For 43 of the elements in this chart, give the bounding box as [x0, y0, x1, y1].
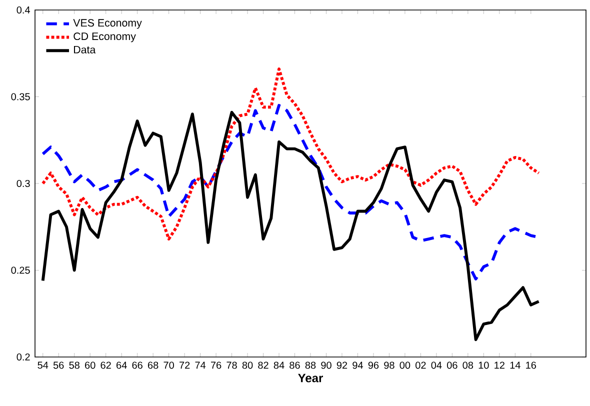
x-tick-label: 02 [416, 362, 426, 369]
x-tick-label: 12 [494, 362, 504, 369]
y-tick-label: 0.4 [16, 6, 30, 14]
y-tick-label: 0.2 [16, 353, 30, 361]
x-tick-label: 82 [258, 362, 268, 369]
x-tick-label: 76 [211, 362, 222, 369]
x-tick-label: 08 [462, 362, 474, 369]
x-tick-label: 80 [242, 362, 253, 369]
x-tick-label: 96 [368, 362, 379, 369]
x-tick-label: 14 [510, 362, 520, 369]
x-tick-label: 70 [164, 362, 174, 369]
x-tick-label: 62 [100, 362, 111, 369]
x-tick-label: 78 [226, 362, 237, 369]
x-tick-label: 06 [447, 362, 458, 369]
x-tick-label: 72 [180, 362, 190, 369]
y-tick-label: 0.3 [16, 180, 30, 188]
x-tick-label: 84 [274, 362, 284, 369]
y-tick-label: 0.35 [11, 93, 30, 100]
x-tick-label: 94 [352, 362, 363, 369]
x-tick-label: 74 [195, 362, 206, 369]
x-tick-label: 90 [321, 362, 332, 369]
x-tick-label: 60 [85, 362, 96, 369]
x-tick-label: 10 [478, 362, 489, 369]
x-tick-label: 64 [116, 362, 127, 369]
line-series [41, 68, 540, 240]
x-tick-label: 66 [132, 362, 142, 369]
x-tick-label: 92 [336, 362, 348, 369]
x-tick-label: 54 [38, 362, 48, 369]
x-tick-label: 04 [431, 362, 442, 369]
x-axis-title: Year [298, 374, 323, 382]
x-tick-label: 86 [290, 362, 300, 369]
x-tick-label: 58 [69, 362, 80, 369]
x-tick-label: 16 [526, 362, 536, 369]
y-tick-label: 0.25 [11, 266, 30, 274]
x-tick-label: 00 [400, 362, 410, 369]
line-series [41, 110, 540, 342]
x-tick-label: 98 [384, 362, 394, 369]
x-tick-label: 56 [53, 362, 64, 369]
legend-label: Data [74, 46, 96, 54]
legend-label: CD Economy [74, 32, 136, 42]
x-tick-label: 68 [148, 362, 158, 369]
x-tick-label: 88 [305, 362, 316, 369]
legend-label: VES Economy [73, 19, 142, 29]
